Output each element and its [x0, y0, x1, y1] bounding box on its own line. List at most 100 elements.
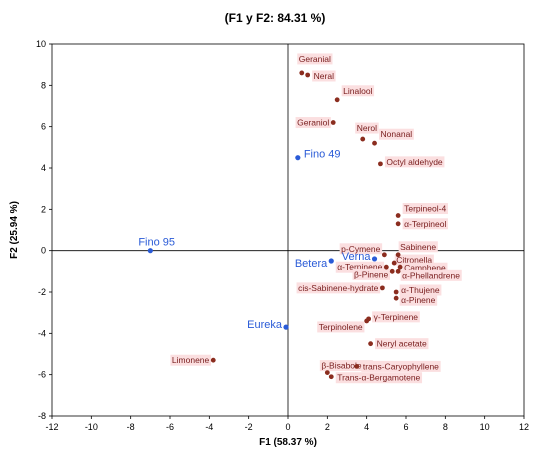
- variable-label-text: α-Terpineol: [404, 219, 446, 229]
- variable-label-text: Terpineol-4: [404, 204, 446, 214]
- variable-label-text: α-Terpinene: [337, 262, 382, 272]
- variable-point: [380, 285, 385, 291]
- variable-label: Neryl acetate: [375, 338, 429, 350]
- x-tick-label: 8: [443, 422, 448, 432]
- y-tick-label: 8: [41, 80, 46, 90]
- variable-label-background: [319, 360, 373, 372]
- variable-label: Geranial: [297, 53, 333, 65]
- observation-label: Verna: [342, 251, 372, 263]
- variable-point: [389, 268, 395, 274]
- variable-point: [354, 364, 360, 369]
- chart-title: (F1 y F2: 84.31 %): [225, 11, 326, 25]
- variable-label: α-Phellandrene: [400, 269, 462, 281]
- variable-label-text: Octyl aldehyde: [386, 157, 442, 167]
- variable-point: [393, 289, 399, 295]
- variable-point: [324, 370, 330, 375]
- variable-point: [381, 252, 387, 258]
- x-tick-label: 12: [519, 422, 529, 432]
- x-tick-label: -12: [45, 422, 58, 432]
- variable-label-background: [402, 262, 448, 274]
- variable-label: γ-Terpinene: [372, 311, 420, 323]
- variable-point: [393, 295, 399, 301]
- variable-label-text: Neral: [314, 71, 334, 81]
- variable-label: Citronella: [394, 254, 434, 266]
- variable-label: Camphene: [402, 262, 448, 274]
- variable-label: α-Terpinene: [335, 261, 385, 273]
- observation-point: [371, 256, 378, 262]
- variable-label-text: Sabinene: [400, 242, 436, 252]
- variable-label-background: [402, 203, 448, 215]
- x-tick-label: -10: [85, 422, 98, 432]
- observation-point: [147, 248, 153, 254]
- variable-point: [395, 213, 401, 218]
- y-tick-label: 6: [41, 122, 46, 132]
- y-tick-label: -6: [38, 370, 46, 380]
- observation-label: Betera: [295, 258, 328, 270]
- variable-label-text: Geranial: [299, 54, 331, 64]
- y-tick-label: -8: [38, 411, 46, 421]
- variable-label-background: [394, 254, 434, 266]
- observation-label-text: Verna: [342, 251, 372, 263]
- variable-label-text: Camphene: [404, 263, 446, 273]
- variable-label-text: Citronella: [396, 255, 432, 265]
- variable-point: [299, 70, 305, 76]
- variable-label-background: [379, 128, 414, 140]
- variable-label-background: [361, 360, 441, 372]
- x-tick-label: -6: [166, 422, 174, 432]
- variable-label-background: [400, 269, 462, 281]
- variable-label-text: α-Pinene: [401, 295, 435, 305]
- variable-point: [210, 357, 216, 363]
- variable-label: p-Cymene: [339, 243, 383, 255]
- variable-label: cis-Sabinene-hydrate: [296, 282, 381, 294]
- variable-label-background: [335, 261, 385, 273]
- variable-label-text: trans-Caryophyllene: [363, 361, 439, 371]
- variable-label-text: Neryl acetate: [377, 339, 427, 349]
- variable-label-background: [402, 218, 448, 230]
- variable-point: [328, 374, 334, 380]
- points-layer: [147, 70, 403, 380]
- variable-label-text: α-Phellandrene: [402, 270, 460, 280]
- variable-label-background: [375, 338, 429, 350]
- variable-label-background: [297, 53, 333, 65]
- variable-label-text: Limonene: [172, 355, 210, 365]
- x-tick-label: 0: [285, 422, 290, 432]
- y-tick-label: 10: [36, 39, 46, 49]
- variable-label: Nerol: [355, 122, 379, 134]
- variable-label-background: [341, 85, 375, 97]
- variable-point: [360, 136, 366, 142]
- observation-label: Eureka: [247, 319, 283, 331]
- variable-label-background: [170, 354, 212, 366]
- x-tick-label: 6: [403, 422, 408, 432]
- variable-label-background: [399, 284, 442, 296]
- variable-label-text: Nonanal: [381, 129, 413, 139]
- x-axis-title: F1 (58.37 %): [259, 437, 317, 448]
- variable-label-background: [296, 282, 381, 294]
- variable-label-text: p-Cymene: [341, 244, 380, 254]
- variable-label-text: β-Pinene: [354, 269, 388, 279]
- variable-label-background: [317, 321, 365, 333]
- variable-point: [334, 97, 340, 103]
- observation-point: [283, 324, 289, 330]
- variable-label-background: [352, 268, 391, 280]
- variable-label-background: [398, 241, 438, 253]
- variable-label: β-Pinene: [352, 268, 391, 280]
- variable-point: [368, 341, 373, 347]
- variable-label: Trans-α-Bergamotene: [335, 372, 423, 384]
- y-tick-label: -2: [38, 287, 46, 297]
- observation-label: Fino 49: [304, 149, 341, 161]
- variable-label-text: Geraniol: [297, 118, 329, 128]
- axes-layer: [52, 44, 524, 416]
- y-axis-title: F2 (25.94 %): [9, 201, 20, 259]
- variable-label: Nonanal: [379, 128, 414, 140]
- variable-label: Terpineol-4: [402, 203, 448, 215]
- variable-label-background: [335, 372, 423, 384]
- variable-point: [391, 260, 397, 266]
- variable-label: α-Terpineol: [402, 218, 448, 230]
- variable-point: [305, 72, 311, 78]
- variable-label-text: β-Bisabolene: [321, 361, 371, 371]
- variable-point: [395, 268, 401, 274]
- observation-label-text: Eureka: [247, 319, 283, 331]
- point-labels-layer: Geranial Neral Linalool Geraniol Nerol Nonana…: [138, 53, 462, 384]
- variable-label-background: [295, 117, 331, 129]
